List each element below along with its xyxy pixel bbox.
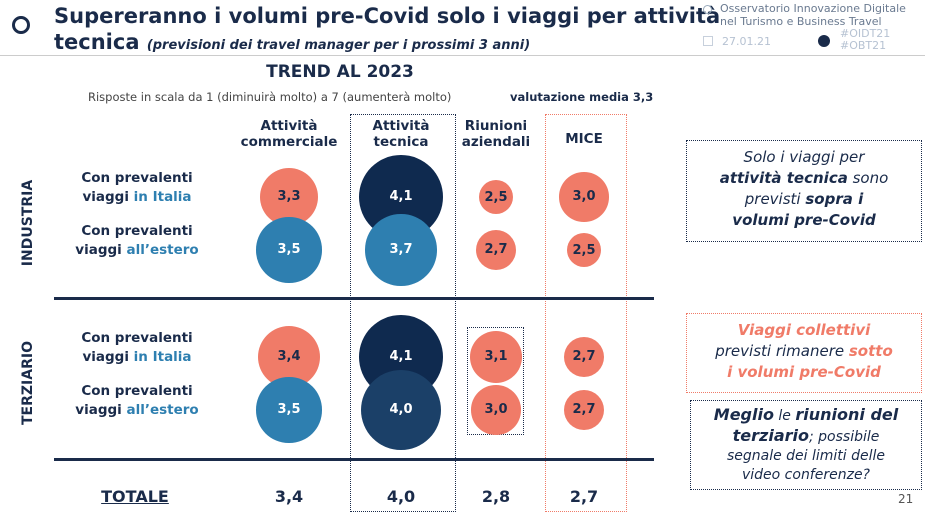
bubble: 3,3 [259,167,319,227]
row-label: Con prevalenti viaggi all’estero [75,383,199,418]
total-value: 4,0 [386,487,416,506]
row-label: Con prevalenti viaggi in Italia [81,330,193,365]
note-collettivi: Viaggi collettivi previsti rimanere sotto… [686,313,922,393]
average-value: valutazione media 3,3 [510,90,654,104]
twitter-icon [818,35,830,47]
total-label: TOTALE [101,487,169,506]
note-tecnica: Solo i viaggi per attività tecnica sono pr… [686,140,922,242]
scale-note: Risposte in scala da 1 (diminuirà molto)… [88,90,452,104]
total-value: 3,4 [274,487,304,506]
bubble: 2,5 [479,180,513,214]
page-title: Supereranno i volumi pre-Covid solo i vi… [54,4,721,28]
group-separator [54,297,654,300]
group-terziario: TERZIARIO [20,341,36,425]
note-riunioni: Meglio le riunioni del terziario; possibi… [690,400,922,490]
org-icon [703,5,712,14]
bubble: 3,0 [559,172,609,222]
subtitle: (previsioni dei travel manager per i pro… [146,38,531,53]
org-name: Osservatorio Innovazione Digitale nel Tur… [720,2,906,28]
column-header: Attività tecnica [372,118,430,150]
column-header: Riunioni aziendali [461,118,531,150]
bubble: 2,7 [563,336,605,378]
date: 27.01.21 [722,35,771,48]
row-label: Con prevalenti viaggi all’estero [75,223,199,258]
hashtags: #OIDT21 #OBT21 [840,27,891,52]
total-value: 2,8 [481,487,511,506]
group-separator [54,458,654,461]
divider [0,55,925,56]
highlight-column-tecnica [350,114,456,512]
total-value: 2,7 [569,487,599,506]
bubble: 2,7 [475,229,517,271]
group-industria: INDUSTRIA [20,179,36,267]
bubble: 2,5 [567,233,601,267]
highlight-column-mice [545,114,627,512]
bubble: 3,5 [256,377,322,443]
row-label: Con prevalenti viaggi in Italia [81,170,193,205]
column-header: Attività commerciale [240,118,338,150]
bubble: 3,0 [471,385,521,435]
logo-icon [12,16,30,34]
bubble: 3,4 [257,325,321,389]
page-number: 21 [898,492,914,506]
bubble: 4,0 [360,369,442,451]
bubble: 3,5 [256,217,322,283]
bubble: 3,7 [365,214,437,286]
page-title-line2: tecnica (previsioni dei travel manager p… [54,30,531,54]
calendar-icon [703,36,713,46]
bubble: 3,1 [469,330,523,384]
bubble: 2,7 [563,389,605,431]
column-header: MICE [565,131,603,147]
chart-heading: TREND AL 2023 [266,62,414,82]
